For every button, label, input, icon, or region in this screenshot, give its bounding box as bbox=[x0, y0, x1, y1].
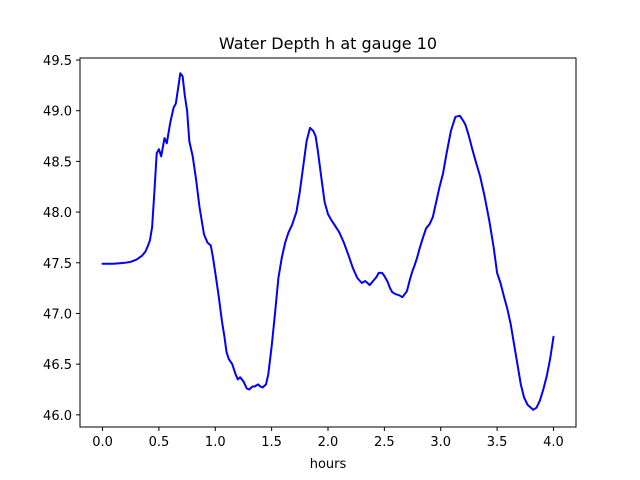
x-tick-label: 0.5 bbox=[149, 435, 170, 450]
x-tick-label: 1.5 bbox=[261, 435, 282, 450]
x-tick-label: 4.0 bbox=[543, 435, 564, 450]
x-axis-label: hours bbox=[310, 457, 347, 472]
y-tick-label: 46.5 bbox=[43, 358, 72, 373]
chart-title: Water Depth h at gauge 10 bbox=[219, 34, 437, 53]
y-tick-label: 47.5 bbox=[43, 257, 72, 272]
y-tick-label: 49.0 bbox=[43, 105, 72, 120]
y-tick-label: 48.5 bbox=[43, 155, 72, 170]
x-tick-label: 3.5 bbox=[487, 435, 508, 450]
y-tick-label: 47.0 bbox=[43, 307, 72, 322]
y-tick-label: 48.0 bbox=[43, 206, 72, 221]
y-tick-label: 46.0 bbox=[43, 409, 72, 424]
x-tick-label: 2.5 bbox=[374, 435, 395, 450]
x-tick-label: 1.0 bbox=[205, 435, 226, 450]
x-tick-label: 3.0 bbox=[430, 435, 451, 450]
plot-area: 0.0 0.5 1.0 1.5 2.0 2.5 3.0 3.5 4.0 46.0 46.5 47.0 4… bbox=[43, 54, 577, 450]
series-line-0 bbox=[101, 72, 555, 411]
y-tick-label: 49.5 bbox=[43, 54, 72, 69]
x-tick-label: 2.0 bbox=[318, 435, 339, 450]
x-tick-label: 0.0 bbox=[92, 435, 113, 450]
